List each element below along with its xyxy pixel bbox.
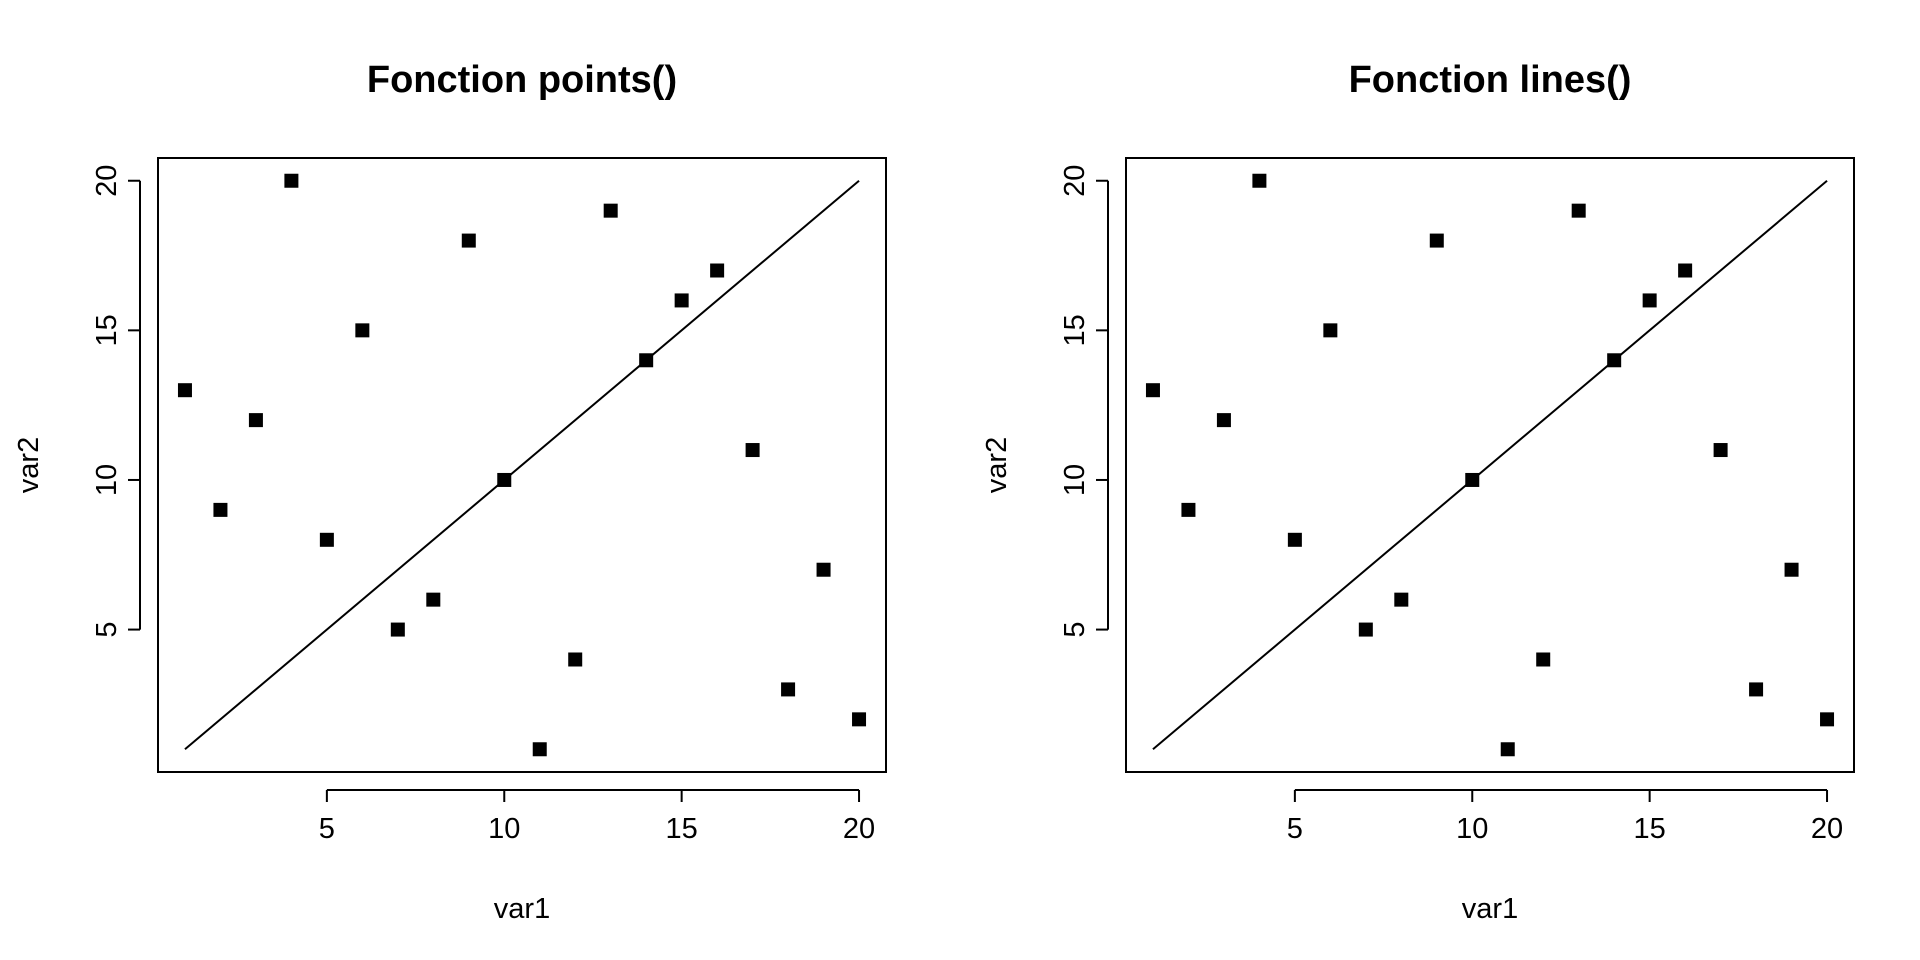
- data-point: [532, 742, 547, 757]
- data-point: [1216, 413, 1231, 428]
- x-tick-label: 20: [1811, 813, 1843, 845]
- y-tick-label: 10: [91, 464, 123, 496]
- reference-line: [184, 179, 860, 751]
- data-point: [355, 323, 370, 338]
- x-tick-label: 10: [1456, 813, 1488, 845]
- data-point: [781, 682, 796, 697]
- chart-title: Fonction lines(): [1349, 59, 1632, 101]
- x-axis-label: var1: [494, 893, 550, 925]
- data-point: [1145, 383, 1160, 398]
- x-axis-label: var1: [1462, 893, 1518, 925]
- x-tick-label: 20: [843, 813, 875, 845]
- data-point: [1571, 203, 1586, 218]
- plot-frame: [1125, 157, 1855, 773]
- panel-left: Fonction points() var1 var2 5 10 15 20 5 10 15…: [13, 59, 887, 925]
- x-tick-label: 15: [1634, 813, 1666, 845]
- y-tick-label: 20: [1059, 165, 1091, 197]
- data-point: [1749, 682, 1764, 697]
- data-point: [390, 622, 405, 637]
- y-tick-label: 5: [91, 622, 123, 638]
- data-point: [284, 173, 299, 188]
- data-point: [497, 472, 512, 487]
- data-point: [1429, 233, 1444, 248]
- x-tick-label: 15: [666, 813, 698, 845]
- panel-right: Fonction lines() var1 var2 5 10 15 20 5 10 15 2…: [981, 59, 1855, 925]
- data-point: [1784, 562, 1799, 577]
- data-point: [1500, 742, 1515, 757]
- data-point: [852, 712, 867, 727]
- plot-frame: [157, 157, 887, 773]
- ticks: 5 10 15 20 5 10 15 20: [1059, 165, 1843, 845]
- data-point: [248, 413, 263, 428]
- y-tick-label: 5: [1059, 622, 1091, 638]
- data-point: [177, 383, 192, 398]
- x-tick-label: 5: [1287, 813, 1303, 845]
- data-point: [1287, 532, 1302, 547]
- data-point: [213, 502, 228, 517]
- data-point: [674, 293, 689, 308]
- x-tick-label: 5: [319, 813, 335, 845]
- data-point: [1323, 323, 1338, 338]
- data-point: [568, 652, 583, 667]
- ticks: 5 10 15 20 5 10 15 20: [91, 165, 875, 845]
- y-tick-label: 10: [1059, 464, 1091, 496]
- y-axis-label: var2: [13, 437, 45, 493]
- y-tick-label: 15: [91, 314, 123, 346]
- data-point: [710, 263, 725, 278]
- data-point: [426, 592, 441, 607]
- data-point: [461, 233, 476, 248]
- y-axis-label: var2: [981, 437, 1013, 493]
- reference-line: [1152, 179, 1828, 751]
- data-point: [639, 353, 654, 368]
- data-point: [319, 532, 334, 547]
- data-point: [1181, 502, 1196, 517]
- y-tick-label: 15: [1059, 314, 1091, 346]
- data-point: [1820, 712, 1835, 727]
- y-tick-label: 20: [91, 165, 123, 197]
- data-point: [1358, 622, 1373, 637]
- data-point: [1642, 293, 1657, 308]
- chart-title: Fonction points(): [367, 59, 677, 101]
- data-point: [816, 562, 831, 577]
- data-point: [1394, 592, 1409, 607]
- data-point: [1607, 353, 1622, 368]
- data-point: [1678, 263, 1693, 278]
- data-point: [1536, 652, 1551, 667]
- plot-area: [1145, 173, 1835, 757]
- data-point: [1713, 443, 1728, 458]
- x-tick-label: 10: [488, 813, 520, 845]
- data-point: [745, 443, 760, 458]
- plot-area: [177, 173, 867, 757]
- data-point: [603, 203, 618, 218]
- data-point: [1252, 173, 1267, 188]
- data-point: [1465, 472, 1480, 487]
